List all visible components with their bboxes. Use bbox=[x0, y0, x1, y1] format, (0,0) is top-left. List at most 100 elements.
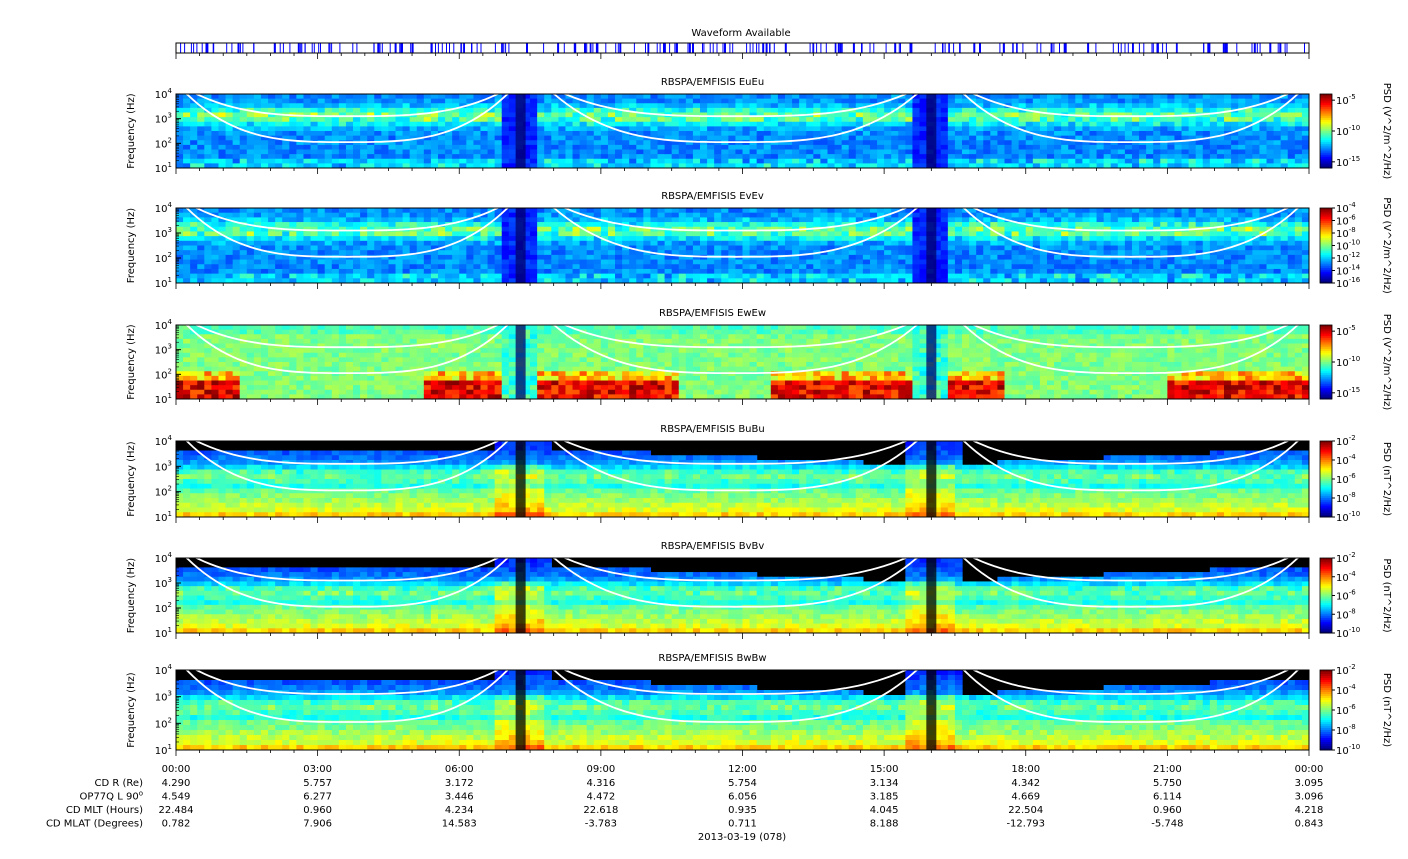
frequency-curve bbox=[962, 94, 1300, 143]
y-tick-label: 103 bbox=[155, 576, 172, 590]
y-tick-label: 104 bbox=[155, 87, 173, 101]
x-tick-label: 00:00 bbox=[162, 764, 191, 775]
colorbar-tick-label: 10-4 bbox=[1336, 683, 1356, 697]
ephemeris-value: 5.754 bbox=[728, 778, 757, 789]
y-tick-label: 104 bbox=[155, 663, 173, 677]
frequency-curve bbox=[971, 208, 1290, 232]
frequency-curve bbox=[562, 670, 909, 695]
spectrogram-image bbox=[176, 670, 1309, 750]
colorbar-tick-label: 10-2 bbox=[1336, 434, 1356, 448]
colorbar-label: PSD (V^2/m^2/Hz) bbox=[1381, 197, 1392, 294]
colorbar-tick-label: 10-6 bbox=[1336, 214, 1356, 228]
panel-title: RBSPA/EMFISIS EwEw bbox=[659, 308, 766, 319]
ephemeris-value: 6.277 bbox=[303, 792, 332, 803]
ephemeris-value: 8.188 bbox=[870, 819, 899, 830]
ephemeris-value: 4.342 bbox=[1011, 778, 1040, 789]
colorbar: 10-5 10-10 10-15 PSD (V^2/m^2/Hz) bbox=[1319, 83, 1392, 179]
colorbar-label: PSD (nT^2/Hz) bbox=[1381, 673, 1392, 747]
waveform-title: Waveform Available bbox=[691, 28, 790, 39]
y-tick-label: 101 bbox=[155, 392, 172, 406]
frequency-curve bbox=[962, 670, 1300, 723]
ephemeris-value: 5.757 bbox=[303, 778, 332, 789]
ephemeris-value: 6.056 bbox=[728, 792, 757, 803]
frequency-curve bbox=[971, 94, 1290, 118]
frequency-curve bbox=[552, 558, 919, 608]
frequency-curve bbox=[971, 325, 1290, 349]
panel-title: RBSPA/EMFISIS BwBw bbox=[658, 653, 766, 664]
ephemeris-value: 4.045 bbox=[870, 805, 899, 816]
colorbar-tick-label: 10-8 bbox=[1336, 226, 1356, 240]
ephemeris-value: 3.185 bbox=[870, 792, 899, 803]
colorbar-tick-label: 10-5 bbox=[1336, 93, 1356, 107]
frequency-curve bbox=[962, 208, 1300, 258]
y-tick-label: 103 bbox=[155, 112, 172, 126]
colorbar: 10-2 10-4 10-6 10-8 10-10 PSD (nT^2/Hz) bbox=[1319, 551, 1392, 640]
colorbar-tick-label: 10-8 bbox=[1336, 491, 1356, 505]
ephemeris-value: 4.218 bbox=[1295, 805, 1324, 816]
waveform-available-strip: Waveform Available bbox=[175, 28, 1310, 59]
frequency-curves bbox=[185, 441, 1300, 492]
y-tick-label: 103 bbox=[155, 690, 172, 704]
y-tick-label: 101 bbox=[155, 626, 172, 640]
colorbar-tick-label: 10-6 bbox=[1336, 703, 1356, 717]
x-tick-label: 15:00 bbox=[870, 764, 899, 775]
ephemeris-value: 0.935 bbox=[728, 805, 757, 816]
ephemeris-value: 0.711 bbox=[728, 819, 757, 830]
y-tick-label: 101 bbox=[155, 743, 172, 757]
colorbar: 10-2 10-4 10-6 10-8 10-10 PSD (nT^2/Hz) bbox=[1319, 663, 1392, 757]
ephemeris-value: 4.290 bbox=[162, 778, 191, 789]
ephemeris-value: -3.783 bbox=[585, 819, 617, 830]
ephemeris-value: 4.669 bbox=[1011, 792, 1040, 803]
x-tick-label: 21:00 bbox=[1153, 764, 1182, 775]
ephemeris-row-label: CD MLT (Hours) bbox=[66, 805, 143, 816]
y-tick-label: 101 bbox=[155, 510, 172, 524]
frequency-curve bbox=[194, 441, 500, 465]
frequency-curves bbox=[185, 94, 1300, 143]
colorbar-tick-label: 10-10 bbox=[1336, 239, 1360, 253]
spectrogram-panel-4: RBSPA/EMFISIS BuBu Frequency (Hz) 101 102 10… bbox=[126, 424, 1392, 524]
colorbar-tick-label: 10-5 bbox=[1336, 324, 1356, 338]
colorbar-tick-label: 10-4 bbox=[1336, 201, 1356, 215]
y-axis-label: Frequency (Hz) bbox=[126, 672, 137, 748]
colorbar-tick-label: 10-6 bbox=[1336, 589, 1356, 603]
colorbar-tick-label: 10-4 bbox=[1336, 570, 1356, 584]
frequency-curve bbox=[185, 441, 510, 492]
colorbar-tick-label: 10-15 bbox=[1336, 155, 1360, 169]
frequency-curve bbox=[185, 325, 510, 374]
ephemeris-value: 0.960 bbox=[303, 805, 332, 816]
ephemeris-value: -12.793 bbox=[1006, 819, 1045, 830]
y-tick-label: 101 bbox=[155, 161, 172, 175]
colorbar-label: PSD (nT^2/Hz) bbox=[1381, 558, 1392, 632]
frequency-curve bbox=[194, 558, 500, 582]
ephemeris-value: 4.472 bbox=[587, 792, 616, 803]
ephemeris-value: 3.446 bbox=[445, 792, 474, 803]
colorbar-tick-label: 10-12 bbox=[1336, 251, 1360, 265]
frequency-curve bbox=[194, 325, 500, 349]
frequency-curve bbox=[194, 208, 500, 232]
y-tick-label: 103 bbox=[155, 226, 172, 240]
frequency-curve bbox=[962, 558, 1300, 608]
ephemeris-value: 5.750 bbox=[1153, 778, 1182, 789]
x-tick-label: 12:00 bbox=[728, 764, 757, 775]
colorbar-tick-label: 10-10 bbox=[1336, 355, 1360, 369]
y-axis-label: Frequency (Hz) bbox=[126, 93, 137, 169]
x-tick-label: 03:00 bbox=[303, 764, 332, 775]
colorbar-tick-label: 10-16 bbox=[1336, 276, 1361, 290]
y-tick-label: 104 bbox=[155, 201, 173, 215]
ephemeris-row-label: CD R (Re) bbox=[95, 778, 144, 789]
y-tick-label: 102 bbox=[155, 251, 172, 265]
colorbar-tick-label: 10-10 bbox=[1336, 510, 1360, 524]
colorbar-tick-label: 10-4 bbox=[1336, 453, 1356, 467]
spectrogram-image bbox=[176, 94, 1309, 168]
y-axis-label: Frequency (Hz) bbox=[126, 324, 137, 400]
colorbar-tick-label: 10-8 bbox=[1336, 607, 1356, 621]
frequency-curves bbox=[185, 558, 1300, 608]
y-tick-label: 104 bbox=[155, 434, 173, 448]
colorbar-tick-label: 10-2 bbox=[1336, 551, 1356, 565]
date-label: 2013-03-19 (078) bbox=[698, 832, 786, 843]
ephemeris-row-label: CD MLAT (Degrees) bbox=[46, 819, 143, 830]
ephemeris-value: 4.234 bbox=[445, 805, 474, 816]
frequency-curve bbox=[962, 441, 1300, 492]
colorbar-tick-label: 10-10 bbox=[1336, 626, 1360, 640]
